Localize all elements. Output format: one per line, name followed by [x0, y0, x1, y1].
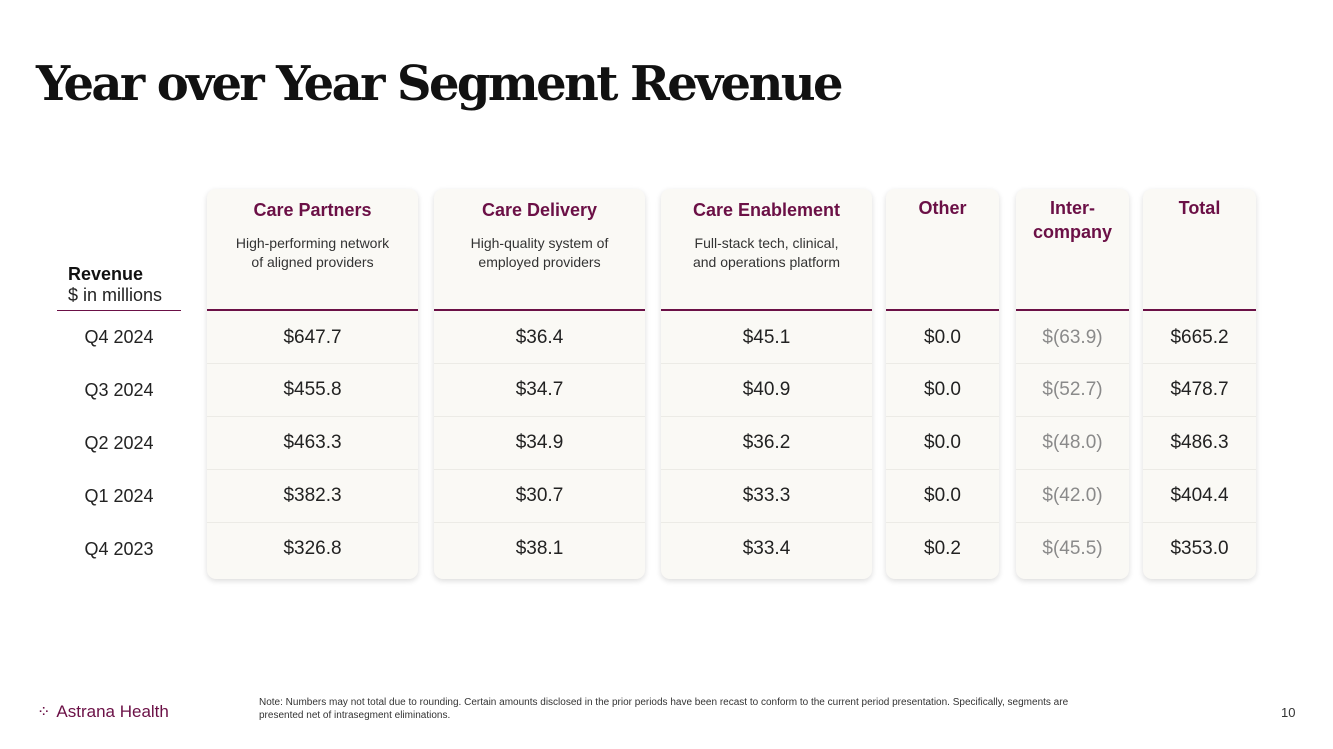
value-cell: $478.7 [1143, 363, 1256, 416]
column-rule [1143, 309, 1256, 311]
footnote: Note: Numbers may not total due to round… [259, 696, 1219, 722]
description-line: Full-stack tech, clinical, [694, 235, 839, 251]
value-cell: $45.1 [742, 326, 791, 348]
column-title: Care Partners [253, 200, 372, 220]
column-rule [661, 309, 872, 311]
value-cell: $0.0 [886, 363, 999, 416]
value-cell: $36.2 [661, 416, 872, 469]
value-cell: $(45.5) [1016, 522, 1129, 575]
value-cell: $38.1 [434, 522, 645, 575]
value-cell: $(48.0) [1016, 416, 1129, 469]
intercompany-column: Inter- company $(63.9) $(52.7) $(48.0) $… [1016, 189, 1129, 579]
value-cell: $33.3 [661, 469, 872, 522]
column-header: Total [1143, 189, 1256, 309]
page-title: Year over Year Segment Revenue [36, 56, 844, 112]
column-title: Inter- company [1016, 196, 1129, 244]
value-cell: $(63.9) [1042, 326, 1103, 348]
period-label: Q4 2024 [84, 327, 154, 347]
value-cell: $40.9 [661, 363, 872, 416]
period-label: Q1 2024 [84, 486, 154, 506]
other-column: Other $0.0 $0.0 $0.0 $0.0 $0.2 [886, 189, 999, 579]
care-delivery-column: Care Delivery High-quality system of emp… [434, 189, 645, 579]
footnote-line: Note: Numbers may not total due to round… [259, 697, 1069, 708]
value-cell: $353.0 [1143, 522, 1256, 575]
title-line: Inter- [1050, 198, 1095, 218]
column-header: Other [886, 189, 999, 309]
column-title: Other [918, 198, 967, 218]
value-cell: $0.0 [924, 326, 961, 348]
value-cell: $647.7 [283, 326, 342, 348]
column-rule [1016, 309, 1129, 311]
total-column: Total $665.2 $478.7 $486.3 $404.4 $353.0 [1143, 189, 1256, 579]
value-cell: $455.8 [207, 363, 418, 416]
value-cell: $34.7 [434, 363, 645, 416]
period-label: Q2 2024 [84, 433, 154, 453]
column-rule [886, 309, 999, 311]
column-description: Full-stack tech, clinical, and operation… [661, 234, 872, 272]
column-title: Total [1178, 198, 1221, 218]
column-header: Care Partners High-performing network of… [207, 189, 418, 309]
value-cell: $36.4 [515, 326, 564, 348]
value-cell: $(42.0) [1016, 469, 1129, 522]
column-header: Care Delivery High-quality system of emp… [434, 189, 645, 309]
description-line: High-performing network [235, 235, 390, 251]
value-cell: $(52.7) [1016, 363, 1129, 416]
value-cell: $0.2 [886, 522, 999, 575]
column-description: High-performing network of aligned provi… [207, 234, 418, 272]
column-description: High-quality system of employed provider… [434, 234, 645, 272]
period-label: Q4 2023 [84, 539, 154, 559]
logo-text: Astrana Health [56, 702, 169, 721]
company-logo: ⁘ Astrana Health [37, 702, 169, 722]
value-cell: $463.3 [207, 416, 418, 469]
description-line: and operations platform [692, 254, 841, 270]
sparkle-icon: ⁘ [37, 704, 51, 721]
description-line: of aligned providers [251, 254, 374, 270]
column-header: Care Enablement Full-stack tech, clinica… [661, 189, 872, 309]
title-line: company [1032, 222, 1113, 242]
value-cell: $404.4 [1143, 469, 1256, 522]
column-rule [434, 309, 645, 311]
value-cell: $30.7 [434, 469, 645, 522]
value-cell: $0.0 [886, 416, 999, 469]
revenue-label: Revenue [68, 264, 144, 284]
description-line: employed providers [478, 254, 601, 270]
value-cell: $0.0 [886, 469, 999, 522]
value-cell: $486.3 [1143, 416, 1256, 469]
value-cell: $34.9 [434, 416, 645, 469]
column-header: Inter- company [1016, 189, 1129, 309]
column-title: Care Enablement [692, 200, 841, 220]
column-title: Care Delivery [481, 200, 598, 220]
footnote-line: presented net of intrasegment eliminatio… [259, 710, 451, 721]
value-cell: $326.8 [207, 522, 418, 575]
care-enablement-column: Care Enablement Full-stack tech, clinica… [661, 189, 872, 579]
unit-label: $ in millions [68, 285, 163, 305]
description-line: High-quality system of [470, 235, 609, 251]
column-rule [207, 309, 418, 311]
value-cell: $382.3 [207, 469, 418, 522]
value-cell: $665.2 [1170, 326, 1229, 348]
period-label: Q3 2024 [84, 380, 154, 400]
page-number: 10 [1281, 705, 1296, 720]
value-cell: $33.4 [661, 522, 872, 575]
header-rule [57, 310, 181, 311]
care-partners-column: Care Partners High-performing network of… [207, 189, 418, 579]
